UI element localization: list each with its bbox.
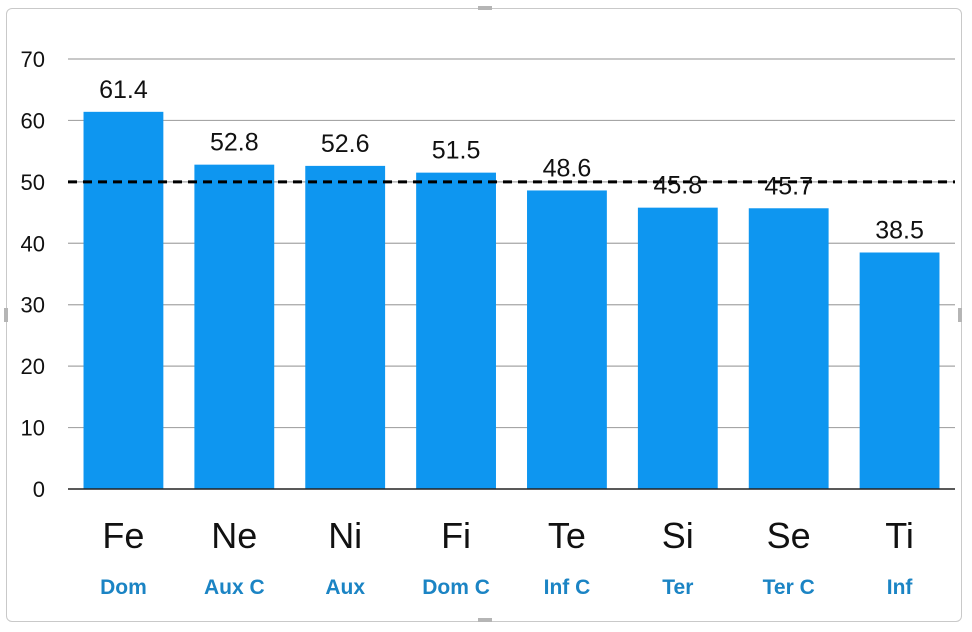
category-label: Ni [328, 515, 362, 556]
y-tick-label: 40 [21, 231, 45, 256]
function-position-label: Inf C [544, 576, 591, 599]
category-label: Ne [211, 515, 257, 556]
bar-si [637, 207, 718, 489]
y-tick-label: 0 [33, 477, 45, 502]
bar-te [527, 190, 607, 489]
data-label: 48.6 [543, 154, 592, 182]
function-position-label: Aux C [204, 576, 265, 599]
y-tick-label: 10 [21, 416, 45, 441]
resize-handle-bottom[interactable] [478, 618, 492, 622]
function-position-label: Inf [887, 576, 914, 599]
bar-fi [416, 172, 496, 489]
category-label: Fi [441, 515, 471, 556]
data-label: 52.8 [210, 129, 259, 157]
y-axis-ticks: 0 10 20 30 40 50 60 70 [21, 47, 45, 502]
data-label: 51.5 [432, 137, 481, 165]
bar-ni [305, 165, 386, 489]
y-tick-label: 30 [21, 293, 45, 318]
category-label: Ti [885, 515, 914, 556]
function-position-label: Dom C [422, 576, 490, 599]
bars [83, 111, 940, 489]
data-label: 45.8 [653, 172, 702, 200]
y-tick-label: 60 [21, 108, 45, 133]
bar-ti [859, 252, 940, 489]
category-label: Fe [102, 515, 144, 556]
function-position-labels: Dom Aux C Aux Dom C Inf C Ter Ter C Inf [100, 576, 913, 599]
function-position-label: Ter [662, 576, 693, 599]
bar-fe [83, 111, 164, 489]
data-label: 38.5 [875, 217, 924, 245]
category-label: Se [767, 515, 811, 556]
category-label: Te [548, 515, 586, 556]
category-label: Si [662, 515, 694, 556]
resize-handles [4, 6, 962, 622]
function-position-label: Dom [100, 576, 147, 599]
bar-se [748, 208, 829, 489]
y-tick-label: 70 [21, 47, 45, 72]
category-labels: Fe Ne Ni Fi Te Si Se Ti [102, 515, 913, 556]
function-position-label: Ter C [763, 576, 815, 599]
function-position-label: Aux [325, 576, 365, 599]
data-label: 45.7 [764, 172, 813, 200]
data-labels: 61.4 52.8 52.6 51.5 48.6 45.8 45.7 38.5 [99, 76, 924, 245]
data-label: 52.6 [321, 130, 370, 158]
y-tick-label: 50 [21, 170, 45, 195]
resize-handle-right[interactable] [958, 308, 962, 322]
data-label: 61.4 [99, 76, 148, 104]
y-tick-label: 20 [21, 354, 45, 379]
bar-ne [194, 164, 275, 489]
resize-handle-top[interactable] [478, 6, 492, 10]
resize-handle-left[interactable] [4, 308, 8, 322]
